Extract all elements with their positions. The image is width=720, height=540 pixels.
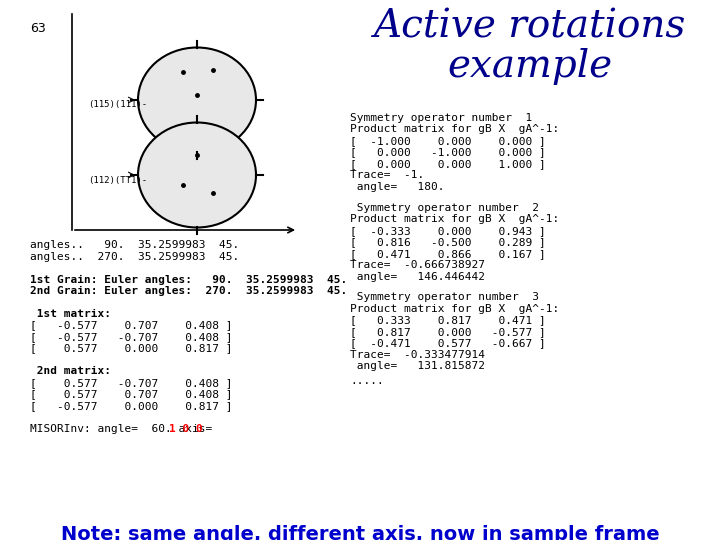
Text: Symmetry operator number  1: Symmetry operator number 1 (350, 113, 532, 123)
Text: Active rotations: Active rotations (374, 8, 686, 45)
Text: [    0.577    0.000    0.817 ]: [ 0.577 0.000 0.817 ] (30, 343, 233, 354)
Text: .....: ..... (350, 376, 384, 386)
Text: Note: same angle, different axis, now in sample frame: Note: same angle, different axis, now in… (60, 525, 660, 540)
Text: [  -1.000    0.000    0.000 ]: [ -1.000 0.000 0.000 ] (350, 136, 546, 146)
Text: 1 0 0: 1 0 0 (169, 424, 203, 434)
Text: Product matrix for gB X  gA^-1:: Product matrix for gB X gA^-1: (350, 214, 559, 224)
Text: [   -0.577    0.707    0.408 ]: [ -0.577 0.707 0.408 ] (30, 321, 233, 330)
Text: 2nd matrix:: 2nd matrix: (30, 367, 111, 376)
Text: 2nd Grain: Euler angles:  270.  35.2599983  45.: 2nd Grain: Euler angles: 270. 35.2599983… (30, 286, 347, 296)
Text: [   0.817    0.000   -0.577 ]: [ 0.817 0.000 -0.577 ] (350, 327, 546, 337)
Text: Symmetry operator number  2: Symmetry operator number 2 (350, 202, 539, 213)
Text: MISORInv: angle=  60. axis=: MISORInv: angle= 60. axis= (30, 424, 226, 434)
Text: Product matrix for gB X  gA^-1:: Product matrix for gB X gA^-1: (350, 304, 559, 314)
Text: example: example (447, 48, 613, 85)
Text: angles..  270.  35.2599983  45.: angles.. 270. 35.2599983 45. (30, 252, 239, 261)
Text: [   0.000   -1.000    0.000 ]: [ 0.000 -1.000 0.000 ] (350, 147, 546, 158)
Text: (115)(111)-: (115)(111)- (88, 100, 147, 110)
Text: angle=   131.815872: angle= 131.815872 (350, 361, 485, 372)
Text: [   0.816   -0.500    0.289 ]: [ 0.816 -0.500 0.289 ] (350, 237, 546, 247)
Text: [    0.577    0.707    0.408 ]: [ 0.577 0.707 0.408 ] (30, 389, 233, 400)
Text: [  -0.333    0.000    0.943 ]: [ -0.333 0.000 0.943 ] (350, 226, 546, 235)
Text: Trace=  -0.333477914: Trace= -0.333477914 (350, 350, 485, 360)
Text: angles..   90.  35.2599983  45.: angles.. 90. 35.2599983 45. (30, 240, 239, 250)
Text: Trace=  -1.: Trace= -1. (350, 171, 424, 180)
Text: [   0.471    0.866    0.167 ]: [ 0.471 0.866 0.167 ] (350, 249, 546, 259)
Text: [    0.577   -0.707    0.408 ]: [ 0.577 -0.707 0.408 ] (30, 378, 233, 388)
Text: 1st Grain: Euler angles:   90.  35.2599983  45.: 1st Grain: Euler angles: 90. 35.2599983 … (30, 274, 347, 285)
Text: [  -0.471    0.577   -0.667 ]: [ -0.471 0.577 -0.667 ] (350, 339, 546, 348)
Text: (112)(TT1)-: (112)(TT1)- (88, 176, 147, 185)
Text: 1st matrix:: 1st matrix: (30, 309, 111, 319)
Ellipse shape (138, 123, 256, 227)
Text: angle=   180.: angle= 180. (350, 182, 444, 192)
Text: [   0.333    0.817    0.471 ]: [ 0.333 0.817 0.471 ] (350, 315, 546, 326)
Text: Symmetry operator number  3: Symmetry operator number 3 (350, 292, 539, 302)
Text: Trace=  -0.666738927: Trace= -0.666738927 (350, 260, 485, 270)
Text: angle=   146.446442: angle= 146.446442 (350, 272, 485, 282)
Text: [   -0.577   -0.707    0.408 ]: [ -0.577 -0.707 0.408 ] (30, 332, 233, 342)
Text: [   0.000    0.000    1.000 ]: [ 0.000 0.000 1.000 ] (350, 159, 546, 169)
Text: 63: 63 (30, 22, 46, 35)
Text: Product matrix for gB X  gA^-1:: Product matrix for gB X gA^-1: (350, 125, 559, 134)
Text: [   -0.577    0.000    0.817 ]: [ -0.577 0.000 0.817 ] (30, 401, 233, 411)
Ellipse shape (138, 48, 256, 152)
